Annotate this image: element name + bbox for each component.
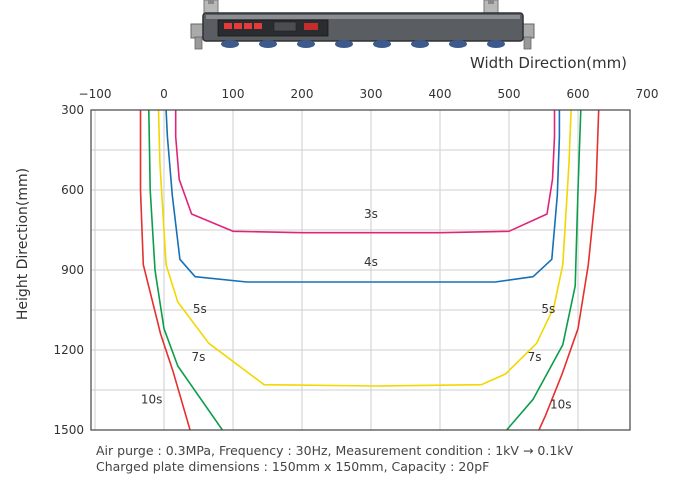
measurement-note-2: Charged plate dimensions : 150mm x 150mm… xyxy=(96,459,490,474)
x-tick-label: 300 xyxy=(360,87,383,101)
y-tick-label: 300 xyxy=(61,103,84,117)
series-lines xyxy=(139,110,600,430)
series-line-3s xyxy=(174,110,556,234)
left-fitting xyxy=(190,23,206,50)
x-tick-label: 200 xyxy=(291,87,314,101)
y-tick-label: 1500 xyxy=(53,423,84,437)
y-tick-label: 1200 xyxy=(53,343,84,357)
measurement-note-1: Air purge : 0.3MPa, Frequency : 30Hz, Me… xyxy=(96,443,574,458)
x-tick-label: 700 xyxy=(636,87,659,101)
series-line-10s xyxy=(139,110,600,430)
series-line-4s xyxy=(165,110,561,283)
x-tick-label: 0 xyxy=(160,87,168,101)
x-axis-title: Width Direction(mm) xyxy=(470,54,628,72)
plot-frame xyxy=(90,109,631,431)
y-tick-label: 900 xyxy=(61,263,84,277)
contour-label-4s: 4s xyxy=(364,255,378,269)
contour-label-7s: 7s xyxy=(528,350,542,364)
contour-label-5s: 5s xyxy=(541,302,555,316)
ionizer-bar-illustration xyxy=(190,0,535,50)
series-line-5s xyxy=(157,110,572,387)
contour-label-7s: 7s xyxy=(192,350,206,364)
ionizer-bar-top-edge xyxy=(206,15,520,19)
contour-label-5s: 5s xyxy=(193,302,207,316)
contour-labels: 3s 4s 5s 5s 7s 7s 10s 10s xyxy=(141,207,572,412)
ionizer-indicator-leds xyxy=(224,21,318,32)
contour-label-3s: 3s xyxy=(364,207,378,221)
tick-labels: −100 0 100 200 300 400 500 600 700 300 600 900 1200 1… xyxy=(53,87,658,437)
x-tick-label: 100 xyxy=(222,87,245,101)
contour-label-10s: 10s xyxy=(550,398,572,412)
x-tick-label: 600 xyxy=(567,87,590,101)
y-tick-label: 600 xyxy=(61,183,84,197)
grid xyxy=(91,110,630,430)
contour-label-10s: 10s xyxy=(141,392,163,406)
x-tick-label: −100 xyxy=(79,87,112,101)
emitter-nozzles xyxy=(221,40,505,48)
x-tick-label: 500 xyxy=(498,87,521,101)
x-tick-label: 400 xyxy=(429,87,452,101)
series-line-7s xyxy=(148,110,582,430)
